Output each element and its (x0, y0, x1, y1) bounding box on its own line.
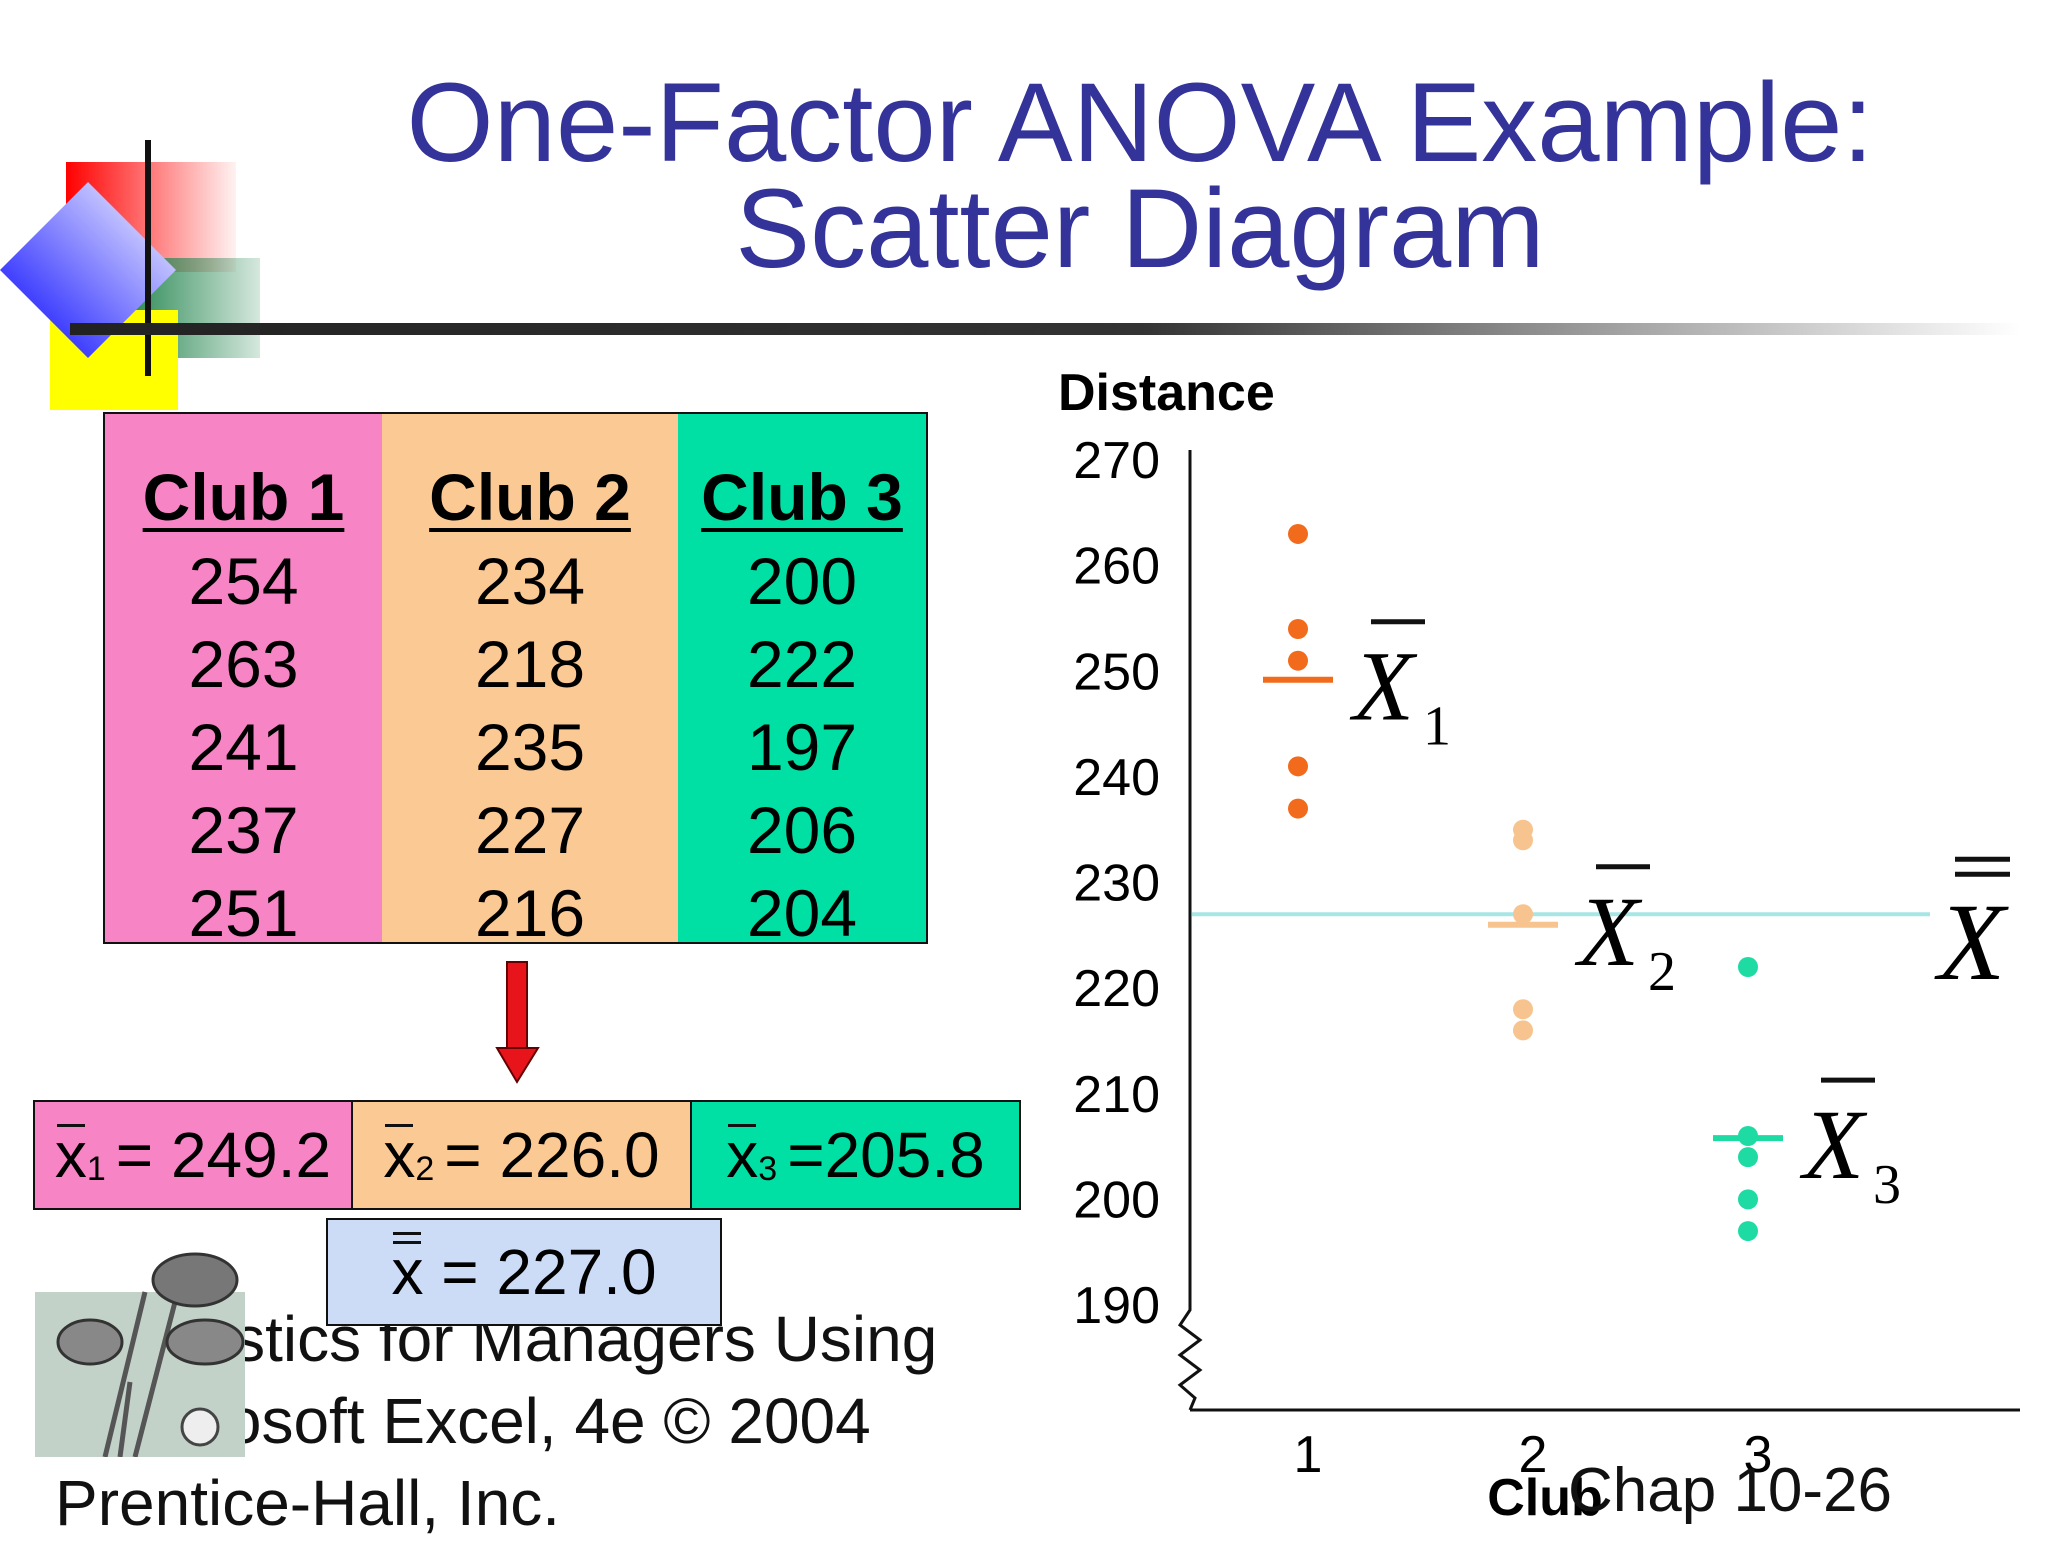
club-2-value: 227 (474, 793, 586, 867)
data-point (1288, 650, 1308, 671)
page-label: Chap 10-26 (1568, 1456, 1893, 1525)
mean-subscript: 3 (758, 1149, 778, 1188)
mean-symbol: x (726, 1119, 759, 1191)
club-2-value: 216 (474, 876, 586, 950)
club-3-header: Club 3 (701, 460, 903, 534)
y-tick-label: 260 (1073, 538, 1160, 596)
golf-clubs-image (35, 1252, 245, 1457)
y-tick-label: 270 (1073, 432, 1160, 490)
data-point (1513, 1020, 1533, 1041)
title-line-1: One-Factor ANOVA Example: (406, 60, 1874, 185)
club-1-value: 251 (188, 876, 299, 950)
y-tick-label: 250 (1073, 643, 1160, 701)
club-3-value: 222 (746, 627, 858, 701)
grand-mean-symbol: x (391, 1232, 424, 1308)
mean-subscript: 1 (86, 1149, 106, 1188)
club-2-value: 218 (474, 627, 586, 701)
club-data-table: Club 1 254 263 241 237 251 Club 2 234 21… (103, 412, 928, 950)
down-arrow-icon (495, 961, 540, 1084)
x-tick-label: 1 (1294, 1426, 1323, 1484)
mean-value: 249.2 (170, 1119, 332, 1191)
x-axis-label: Club (1487, 1469, 1603, 1527)
club-2-value: 235 (474, 710, 586, 784)
y-tick-label: 200 (1073, 1171, 1160, 1229)
mean-club-2: x 2 = 226.0 (353, 1102, 692, 1208)
group-means-row: x 1 = 249.2 x 2 = 226.0 x 3 = 205.8 (33, 1100, 1021, 1210)
y-tick-label: 220 (1073, 960, 1160, 1018)
grand-mean-value: 227.0 (496, 1236, 657, 1308)
footer-line-3: Prentice-Hall, Inc. (55, 1467, 561, 1539)
scatter-chart: Distance 270 260 250 240 230 220 210 200 190 1 2 3 Cl… (1058, 364, 2020, 1527)
group-mean-label: X (1799, 1089, 1868, 1200)
slide-title: One-Factor ANOVA Example: Scatter Diagra… (340, 60, 1940, 291)
mean-equals: = (444, 1119, 482, 1191)
mean-equals: = (787, 1119, 825, 1191)
mean-club-1: x 1 = 249.2 (35, 1102, 353, 1208)
club-1-header: Club 1 (142, 460, 345, 534)
grand-mean-box: x = 227.0 (326, 1218, 722, 1326)
club-1-value: 263 (188, 627, 299, 701)
y-tick-label: 240 (1073, 749, 1160, 807)
y-axis-line (1177, 450, 1203, 1411)
data-point (1513, 999, 1533, 1020)
x-tick-label: 3 (1744, 1426, 1773, 1484)
y-tick-label: 190 (1073, 1277, 1160, 1335)
data-point (1513, 819, 1533, 840)
mean-subscript: 2 (415, 1149, 435, 1188)
mean-symbol: x (54, 1119, 87, 1191)
title-underline-rule (70, 323, 2020, 335)
club-2-value: 234 (474, 544, 586, 618)
data-point (1738, 1189, 1758, 1210)
data-point (1288, 756, 1308, 777)
group-mean-subscript: 2 (1648, 941, 1676, 1003)
group-mean-label: X (1349, 631, 1418, 742)
data-point (1513, 904, 1533, 925)
y-tick-label: 230 (1073, 855, 1160, 913)
club-1-value: 254 (188, 544, 299, 618)
mean-club-3: x 3 = 205.8 (692, 1102, 1019, 1208)
grand-mean-equals: = (441, 1236, 479, 1308)
grand-mean-label: X (1934, 881, 2009, 1003)
club-3-value: 197 (746, 710, 858, 784)
mean-value: 226.0 (499, 1119, 660, 1191)
data-point (1738, 957, 1758, 977)
club-3-column: Club 3 200 222 197 206 204 (678, 414, 926, 950)
group-mean-subscript: 1 (1423, 696, 1451, 758)
club-3-value: 206 (746, 793, 858, 867)
group-mean-subscript: 3 (1873, 1154, 1901, 1216)
y-tick-label: 210 (1073, 1066, 1160, 1124)
y-axis-label: Distance (1058, 364, 1275, 422)
club-1-value: 241 (188, 710, 299, 784)
data-point (1288, 798, 1308, 819)
title-line-2: Scatter Diagram (735, 166, 1545, 291)
data-point (1738, 1221, 1758, 1242)
club-3-value: 204 (746, 876, 858, 950)
mean-symbol: x (383, 1119, 416, 1191)
data-point (1288, 619, 1308, 639)
x-tick-label: 2 (1519, 1426, 1548, 1484)
club-1-column: Club 1 254 263 241 237 251 (105, 414, 382, 950)
data-point (1288, 523, 1308, 544)
club-3-value: 200 (746, 544, 858, 618)
mean-value: 205.8 (824, 1119, 985, 1191)
club-1-value: 237 (188, 793, 299, 867)
club-2-header: Club 2 (429, 460, 631, 534)
data-point (1738, 1147, 1758, 1168)
mean-equals: = (115, 1119, 154, 1191)
slide-logo-graphic (0, 140, 262, 410)
club-2-column: Club 2 234 218 235 227 216 (382, 414, 678, 950)
group-mean-label: X (1574, 876, 1643, 987)
